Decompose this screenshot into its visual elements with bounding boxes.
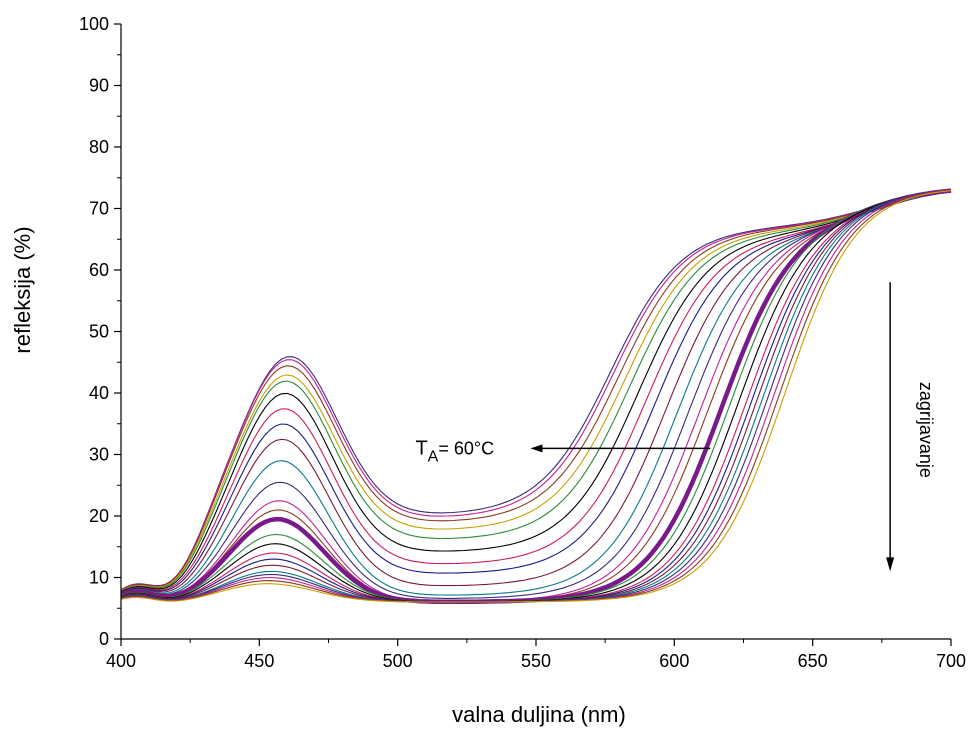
y-tick-label: 20 xyxy=(89,506,109,526)
y-tick-label: 10 xyxy=(89,568,109,588)
y-tick-label: 100 xyxy=(79,14,109,34)
temperature-label-main: T xyxy=(415,437,427,459)
x-tick-label: 400 xyxy=(106,651,136,671)
y-tick-label: 50 xyxy=(89,322,109,342)
y-tick-label: 30 xyxy=(89,445,109,465)
series-line xyxy=(120,190,952,591)
series-line xyxy=(120,190,952,591)
series-line xyxy=(120,190,952,603)
series-line xyxy=(120,189,952,603)
temperature-arrow-head xyxy=(530,444,543,453)
series-line xyxy=(120,190,952,599)
x-axis-label: valna duljina (nm) xyxy=(452,702,626,727)
y-tick-label: 0 xyxy=(99,629,109,649)
series-layer xyxy=(120,188,952,605)
heating-arrow-head xyxy=(886,557,895,572)
heating-label: zagrijavanje xyxy=(916,382,936,478)
y-tick-label: 60 xyxy=(89,260,109,280)
series-line xyxy=(120,191,952,592)
x-tick-label: 450 xyxy=(244,651,274,671)
series-line xyxy=(120,191,952,596)
axes xyxy=(120,24,951,640)
series-line xyxy=(120,190,952,591)
series-line xyxy=(120,190,952,592)
y-tick-label: 40 xyxy=(89,383,109,403)
y-tick-label: 70 xyxy=(89,199,109,219)
ticks: 0 10 20 30 40 50 60 70 80 90 100 400 450 500 550 600 650… xyxy=(79,14,966,671)
y-axis-label: refleksija (%) xyxy=(10,226,35,353)
series-line xyxy=(120,191,952,594)
series-line xyxy=(120,191,952,593)
y-tick-label: 90 xyxy=(89,76,109,96)
x-tick-label: 600 xyxy=(659,651,689,671)
y-tick-label: 80 xyxy=(89,137,109,157)
series-line xyxy=(120,191,952,594)
x-tick-label: 550 xyxy=(521,651,551,671)
x-tick-label: 650 xyxy=(798,651,828,671)
temperature-label: TA= 60°C xyxy=(415,437,494,465)
temperature-label-sub: A xyxy=(428,448,439,465)
annotations: TA= 60°C zagrijavanje xyxy=(415,282,936,572)
x-tick-label: 500 xyxy=(383,651,413,671)
series-line xyxy=(120,191,952,593)
temperature-label-value: = 60°C xyxy=(438,438,494,458)
x-tick-label: 700 xyxy=(936,651,966,671)
